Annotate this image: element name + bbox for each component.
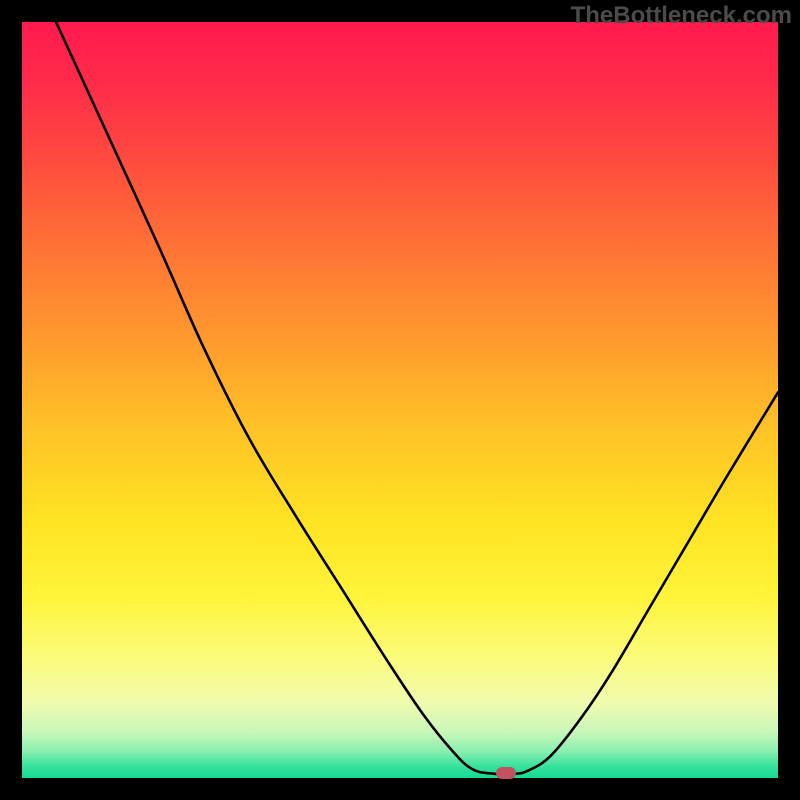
watermark-text: TheBottleneck.com — [571, 2, 792, 30]
chart-frame: TheBottleneck.com — [0, 0, 800, 800]
bottleneck-curve — [22, 22, 778, 778]
plot-area — [22, 22, 778, 778]
optimal-point-marker — [496, 767, 516, 779]
